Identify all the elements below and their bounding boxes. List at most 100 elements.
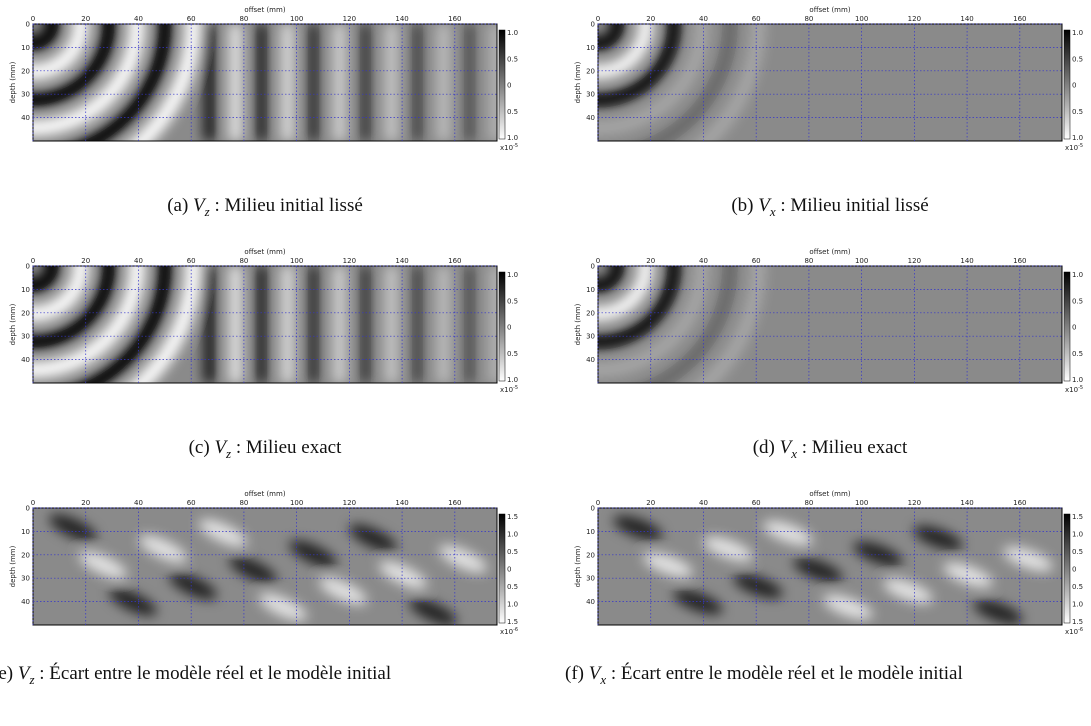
colorbar-power: -5 xyxy=(513,385,518,391)
y-tick-label: 0 xyxy=(26,21,30,29)
y-tick-label: 20 xyxy=(21,551,30,559)
wave-band xyxy=(437,24,450,141)
wave-blob xyxy=(613,515,663,541)
colorbar-power: -5 xyxy=(1078,385,1083,391)
x-tick-label: 60 xyxy=(752,499,761,507)
y-tick-label: 10 xyxy=(21,286,30,294)
image-blobs xyxy=(49,514,487,625)
colorbar-tick-label: 0.5 xyxy=(507,548,518,556)
wave-band xyxy=(489,266,497,383)
y-tick-label: 30 xyxy=(586,575,595,583)
y-axis-label: depth (mm) xyxy=(574,303,582,345)
colorbar xyxy=(1063,513,1071,624)
caption: (b) Vx : Milieu initial lissé xyxy=(680,189,980,229)
y-axis-label: depth (mm) xyxy=(9,545,17,587)
colorbar-tick-label: 1.0 xyxy=(507,29,518,37)
y-tick-label: 40 xyxy=(21,598,30,606)
y-tick-label: 10 xyxy=(21,528,30,536)
y-tick-label: 40 xyxy=(586,356,595,364)
x-tick-label: 160 xyxy=(448,15,461,23)
x-tick-label: 160 xyxy=(1013,15,1026,23)
y-tick-label: 20 xyxy=(586,67,595,75)
wave-band xyxy=(385,24,398,141)
y-tick-label: 30 xyxy=(21,333,30,341)
wave-band xyxy=(359,266,372,383)
x-axis-label: offset (mm) xyxy=(244,248,285,256)
y-tick-label: 30 xyxy=(586,91,595,99)
colorbar xyxy=(498,29,506,140)
wave-band xyxy=(229,266,242,383)
wavefield-image xyxy=(33,266,497,383)
wave-band xyxy=(463,266,476,383)
colorbar-power: -6 xyxy=(1078,627,1083,633)
panel: 0 20 40 60 80 100 120 140 160 0 10 20 30 40 offset (mm… xyxy=(574,490,1083,636)
colorbar-tick-label: 0.5 xyxy=(1072,583,1083,591)
colorbar-exponent: x10-6 xyxy=(500,627,518,636)
wavefield-image xyxy=(598,266,1062,383)
colorbar-exponent: x10-5 xyxy=(500,385,518,394)
x-tick-label: 80 xyxy=(239,257,248,265)
x-tick-label: 120 xyxy=(908,499,921,507)
x-tick-label: 20 xyxy=(646,499,655,507)
wave-blob xyxy=(109,588,157,616)
y-tick-label: 30 xyxy=(21,91,30,99)
colorbar-power: -5 xyxy=(513,143,518,149)
colorbar-tick-label: 1.5 xyxy=(1072,618,1083,626)
x-tick-label: 140 xyxy=(960,499,973,507)
colorbar-tick-label: 1.0 xyxy=(1072,376,1083,384)
x-tick-label: 0 xyxy=(31,15,35,23)
wavefield-image xyxy=(598,508,1062,625)
colorbar xyxy=(498,271,506,382)
wave-band xyxy=(307,266,320,383)
caption-sub: x xyxy=(769,203,776,219)
caption-text: : Écart entre le modèle réel et le modèl… xyxy=(606,663,963,684)
x-tick-label: 20 xyxy=(646,257,655,265)
wave-blob xyxy=(883,578,933,604)
x-axis-label: offset (mm) xyxy=(244,490,285,498)
colorbar-tick-label: 0.5 xyxy=(507,108,518,116)
colorbar-tick-label: 1.0 xyxy=(1072,134,1083,142)
wave-band xyxy=(255,266,268,383)
x-tick-label: 100 xyxy=(290,499,303,507)
wave-band xyxy=(437,266,450,383)
caption-var: V xyxy=(17,663,30,684)
wave-band xyxy=(489,24,497,141)
wave-blob xyxy=(139,535,187,563)
x-tick-label: 80 xyxy=(804,499,813,507)
wave-blob xyxy=(733,573,783,599)
wave-band xyxy=(281,266,294,383)
colorbar-exponent: x10-6 xyxy=(1065,627,1083,636)
x-tick-label: 140 xyxy=(395,499,408,507)
x-tick-label: 60 xyxy=(187,499,196,507)
wave-band xyxy=(333,24,346,141)
x-tick-label: 140 xyxy=(395,15,408,23)
x-tick-label: 120 xyxy=(343,15,356,23)
wave-band xyxy=(359,24,372,141)
x-tick-label: 80 xyxy=(804,15,813,23)
caption-var: V xyxy=(214,437,227,458)
y-tick-label: 10 xyxy=(21,44,30,52)
y-tick-label: 10 xyxy=(586,286,595,294)
image-blobs xyxy=(613,515,1053,625)
wave-blob xyxy=(79,551,127,579)
image-blobs xyxy=(33,266,497,383)
x-tick-label: 120 xyxy=(908,257,921,265)
wavefield-image xyxy=(598,24,1062,141)
x-tick-label: 60 xyxy=(187,257,196,265)
x-tick-label: 0 xyxy=(31,257,35,265)
x-tick-label: 60 xyxy=(752,15,761,23)
wave-blob xyxy=(199,519,247,547)
caption-sub: x xyxy=(791,445,797,461)
panel: 0 20 40 60 80 100 120 140 160 0 10 20 30 40 offset (mm… xyxy=(574,6,1083,152)
x-tick-label: 0 xyxy=(596,15,600,23)
x-tick-label: 80 xyxy=(239,499,248,507)
caption-label: (a) xyxy=(167,195,189,216)
wave-blob xyxy=(349,524,397,552)
wave-band xyxy=(307,24,320,141)
y-tick-label: 40 xyxy=(586,114,595,122)
wave-band xyxy=(411,24,424,141)
colorbar-tick-label: 0.5 xyxy=(1072,55,1083,63)
caption-text: : Milieu exact xyxy=(231,437,342,458)
colorbar-tick-label: 0 xyxy=(507,324,511,332)
colorbar-tick-label: 1.0 xyxy=(1072,601,1083,609)
